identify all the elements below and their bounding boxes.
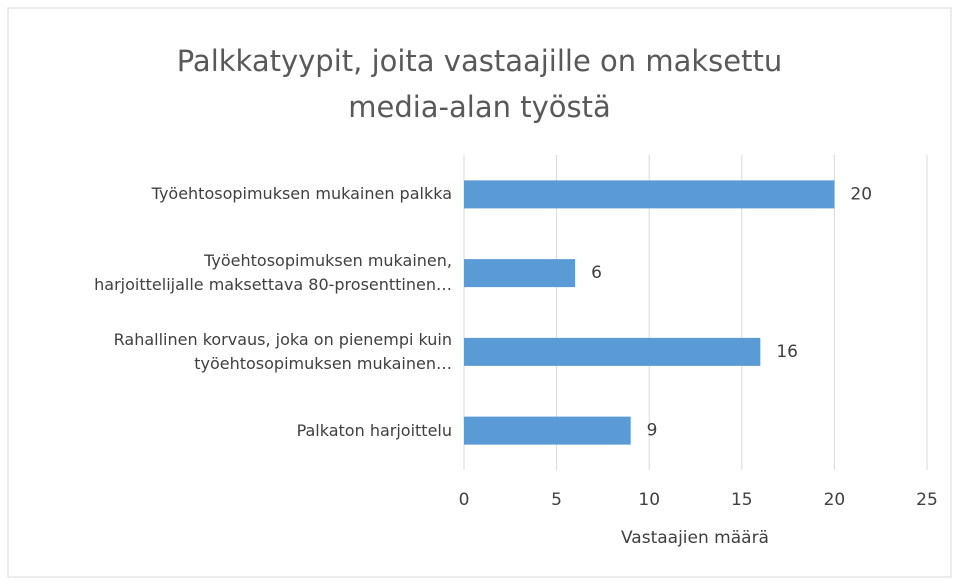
- data-label: 6: [591, 263, 602, 283]
- x-axis-title: Vastaajien määrä: [621, 528, 769, 548]
- x-tick-label: 10: [638, 490, 660, 510]
- bar: [464, 180, 835, 209]
- x-tick-label: 25: [916, 490, 938, 510]
- data-label: 20: [850, 184, 872, 204]
- x-tick-label: 0: [459, 490, 470, 510]
- bar: [464, 259, 576, 288]
- x-tick-label: 20: [824, 490, 846, 510]
- bar: [464, 416, 631, 445]
- data-label: 16: [776, 342, 798, 362]
- data-label: 9: [647, 421, 658, 441]
- chart-title: Palkkatyypit, joita vastaajille on makse…: [176, 44, 783, 124]
- y-tick-label: Työehtosopimuksen mukainen palkka: [151, 184, 452, 204]
- y-tick-label: Palkaton harjoittelu: [296, 420, 452, 440]
- y-tick-label: Rahallinen korvaus, joka on pienempi kui…: [113, 329, 452, 373]
- x-tick-label: 5: [551, 490, 562, 510]
- x-tick-label: 15: [731, 490, 753, 510]
- bar: [464, 337, 761, 366]
- y-tick-label: Työehtosopimuksen mukainen, harjoittelij…: [94, 251, 452, 295]
- chart-border: [7, 7, 952, 578]
